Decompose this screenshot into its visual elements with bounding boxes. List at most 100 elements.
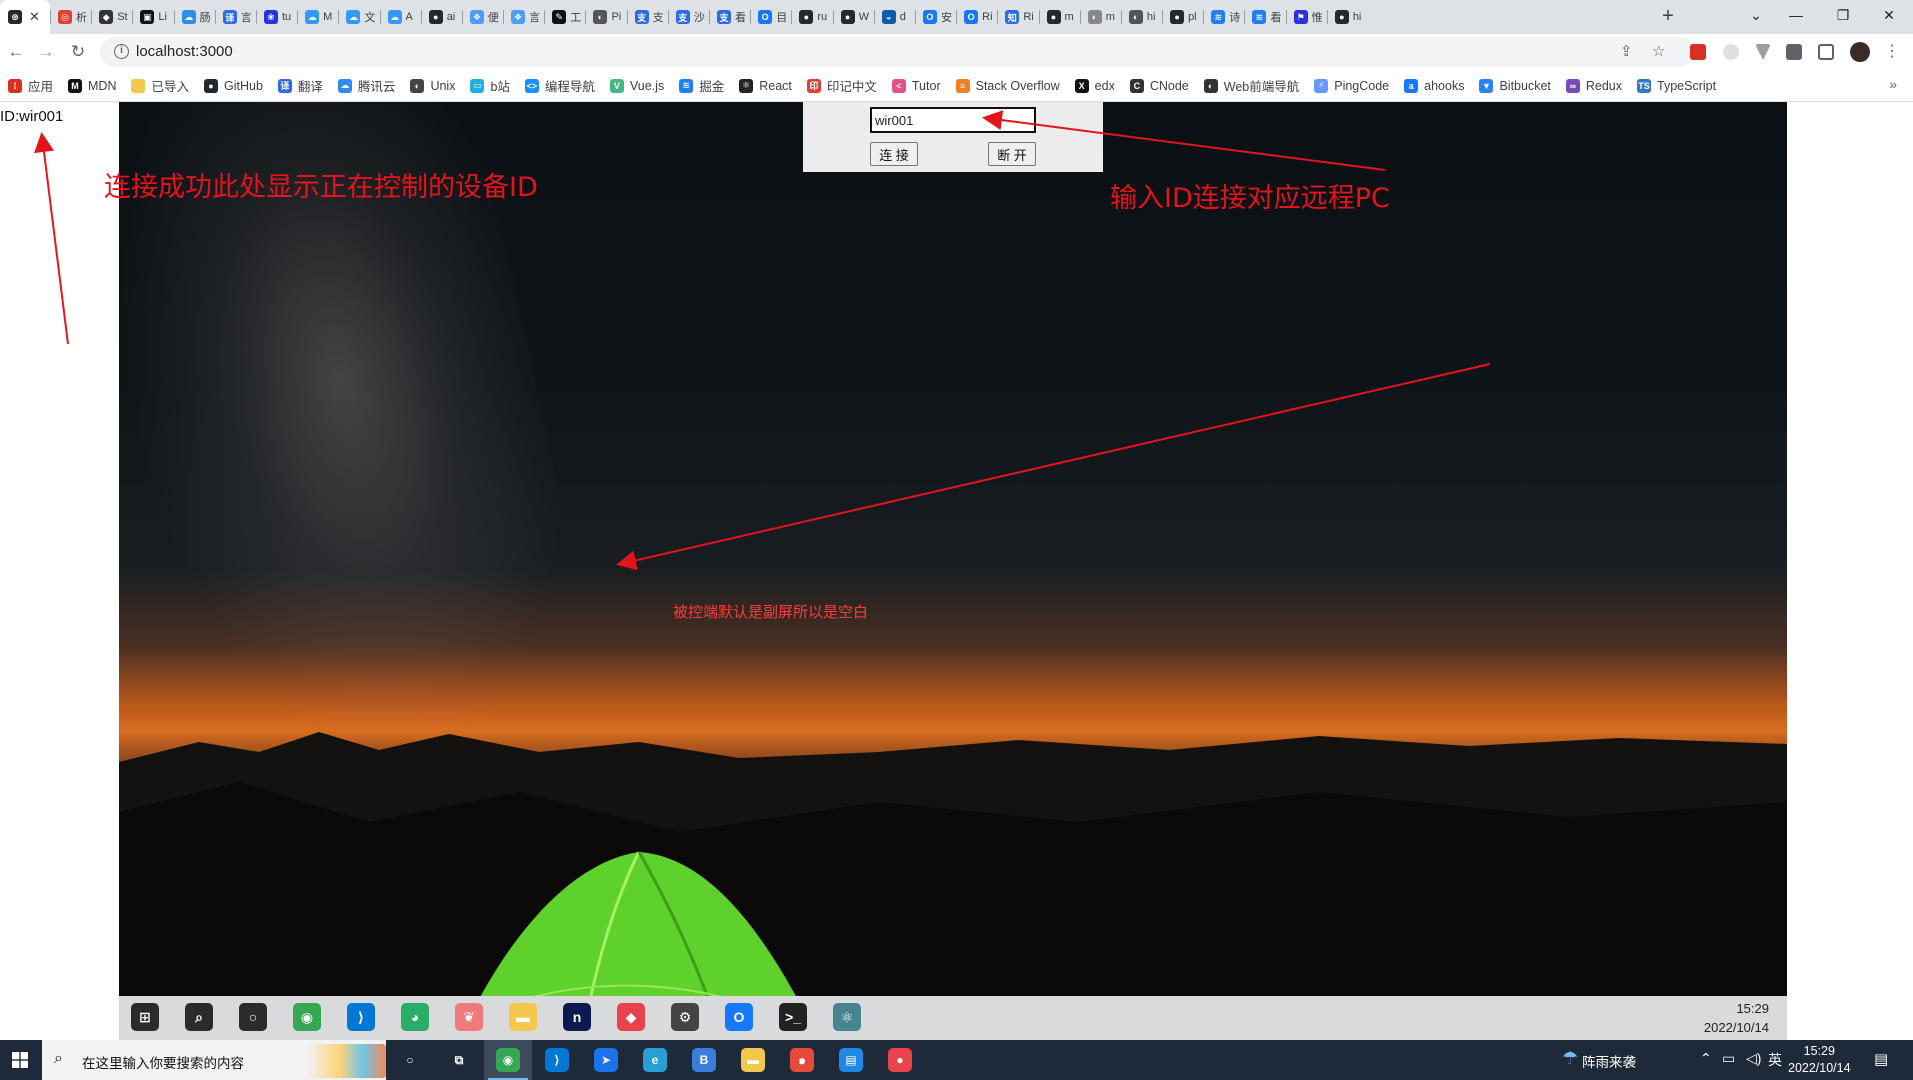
disconnect-button[interactable]: 断 开 [988,142,1036,166]
taskbar-task-view-button[interactable]: ○ [386,1040,434,1080]
browser-tab[interactable]: 译言 [214,0,256,34]
browser-tab[interactable]: ▣ Li [132,0,173,34]
bookmark-item[interactable]: ▭ b站 [470,74,517,98]
taskbar-edge-dev-button[interactable]: e [631,1040,679,1080]
minimize-button[interactable]: — [1789,7,1803,23]
reload-icon[interactable]: ↻ [70,42,86,61]
taskbar-file-explorer-button[interactable]: ▬ [729,1040,777,1080]
browser-tab[interactable]: ◐ Pi [585,0,626,34]
device-id-input[interactable] [870,107,1036,133]
remote-electron-icon[interactable]: ⚛ [833,1003,861,1031]
remote-settings-icon[interactable]: ⚙ [671,1003,699,1031]
browser-tab[interactable]: ❖ 言 [503,0,544,34]
ime-indicator[interactable]: 英 [1768,1052,1782,1068]
bookmark-item[interactable]: ≡ Stack Overflow [955,74,1068,98]
remote-desktop-screen[interactable]: 连 接 断 开 ⊞ ⌕ ○ ◉ ⟩ ◕ ❦ ▬ n ◆ ⚙ O >_ ⚛ 15:29 2022/10/14 [119,102,1787,1040]
remote-app-n-icon[interactable]: n [563,1003,591,1031]
browser-tab[interactable]: 支支 [626,0,668,34]
browser-tab[interactable]: ≋ 诗 [1203,0,1244,34]
browser-tab[interactable]: 支沙 [667,0,709,34]
bookmark-item[interactable]: a ahooks [1404,74,1472,98]
browser-tab[interactable]: ✎ 工 [544,0,585,34]
tab-close-icon[interactable]: ✕ [29,9,40,24]
bookmark-item[interactable]: ⚛ React [739,74,800,98]
network-icon[interactable]: ▭ [1722,1050,1736,1066]
bookmark-item[interactable]: ◐ Web前端导航 [1203,74,1307,98]
windows-start-button[interactable] [0,1040,40,1080]
browser-tab[interactable]: ◎ 析 [50,0,91,34]
taskbar-vscode-button[interactable]: ⟩ [533,1040,581,1080]
restore-button[interactable]: ❐ [1836,7,1850,23]
browser-tab[interactable]: ❀ tu [255,0,297,34]
weather-text[interactable]: 阵雨来袭 [1582,1055,1636,1070]
taskbar-clock[interactable]: 15:29 2022/10/14 [1788,1043,1851,1077]
address-bar[interactable]: i localhost:3000 ⇪ ☆ [100,37,1694,67]
browser-tab[interactable]: ● ru [791,0,832,34]
bookmark-item[interactable]: ▼ Bitbucket [1479,74,1558,98]
browser-tab[interactable]: ☁ 肠 [173,0,215,34]
new-tab-button[interactable]: + [1662,5,1674,27]
bookmark-item[interactable]: ⚡ PingCode [1314,74,1397,98]
remote-app-blue-icon[interactable]: O [725,1003,753,1031]
bookmark-item[interactable]: C CNode [1129,74,1197,98]
browser-tab[interactable]: ● W [832,0,874,34]
address-url[interactable]: localhost:3000 [136,43,233,60]
remote-wechat-icon[interactable]: ◕ [401,1003,429,1031]
remote-vscode-icon[interactable]: ⟩ [347,1003,375,1031]
taskbar-app-swirl-button[interactable]: ๑ [778,1040,826,1080]
extension-circle-icon[interactable] [1723,44,1739,60]
browser-tab[interactable]: ● m [1038,0,1080,34]
remote-app-red-icon[interactable]: ◆ [617,1003,645,1031]
extension-funnel-icon[interactable] [1755,44,1771,60]
remote-app-pig-icon[interactable]: ❦ [455,1003,483,1031]
bookmark-item[interactable]: ◐ Unix [410,74,463,98]
tray-expand-icon[interactable]: ⌃ [1700,1050,1712,1066]
taskbar-search-placeholder[interactable]: 在这里输入你要搜索的内容 [82,1056,244,1071]
browser-tab[interactable]: O Ri [956,0,997,34]
bookmark-item[interactable]: ≋ 掘金 [679,74,732,98]
taskbar-app-slides-button[interactable]: ▤ [827,1040,875,1080]
browser-tab[interactable]: ◆ St [91,0,132,34]
browser-tab[interactable]: ≋ 看 [1244,0,1285,34]
bookmark-star-icon[interactable]: ☆ [1652,43,1666,60]
bookmark-item[interactable]: 印印记中文 [806,74,885,98]
browser-tab[interactable]: ◐ m [1079,0,1121,34]
back-arrow-icon[interactable]: ← [7,42,25,61]
bookmark-item[interactable]: 已导入 [131,74,197,98]
remote-windows-start-icon[interactable]: ⊞ [131,1003,159,1031]
notification-center-icon[interactable]: ▤ [1874,1051,1889,1068]
extensions-puzzle-icon[interactable] [1786,44,1802,60]
forward-arrow-icon[interactable]: → [37,42,55,61]
taskbar-app-b-button[interactable]: B [680,1040,728,1080]
browser-tab[interactable]: ● hi [1326,0,1368,34]
bookmark-item[interactable]: 译翻译 [277,74,331,98]
side-panel-icon[interactable] [1818,44,1834,60]
browser-tab[interactable]: 支看 [709,0,750,34]
browser-tab[interactable]: ☁ A [379,0,421,34]
bookmark-item[interactable]: ∞ Redux [1565,74,1630,98]
tab-search-dropdown-icon[interactable]: ⌄ [1750,7,1762,23]
remote-terminal-icon[interactable]: >_ [779,1003,807,1031]
profile-avatar[interactable] [1850,42,1870,62]
connect-button[interactable]: 连 接 [870,142,918,166]
bookmark-item[interactable]: TS TypeScript [1637,74,1724,98]
browser-tab[interactable]: ☁ M [297,0,338,34]
browser-tab[interactable]: ❖ 便 [461,0,503,34]
browser-tab[interactable]: ⊛ ✕ [0,0,50,34]
bookmark-item[interactable]: <> 编程导航 [524,74,603,98]
taskbar-chrome-button[interactable]: ◉ [484,1040,532,1080]
taskbar-app-blue-arrow-button[interactable]: ➤ [582,1040,630,1080]
bookmark-item[interactable]: ☁ 腾讯云 [337,74,404,98]
browser-tab[interactable]: ◒ d [873,0,915,34]
bookmark-item[interactable]: ● GitHub [204,74,271,98]
share-icon[interactable]: ⇪ [1620,43,1633,60]
remote-chrome-icon[interactable]: ◉ [293,1003,321,1031]
taskbar-multitask-button[interactable]: ⧉ [435,1040,483,1080]
taskbar-app-red-circle-button[interactable]: ● [876,1040,924,1080]
browser-tab[interactable]: ☁ 文 [338,0,379,34]
bookmark-item[interactable]: ⁞ 应用 [8,74,61,98]
volume-icon[interactable]: ◁) [1746,1050,1762,1066]
bookmark-item[interactable]: V Vue.js [609,74,672,98]
